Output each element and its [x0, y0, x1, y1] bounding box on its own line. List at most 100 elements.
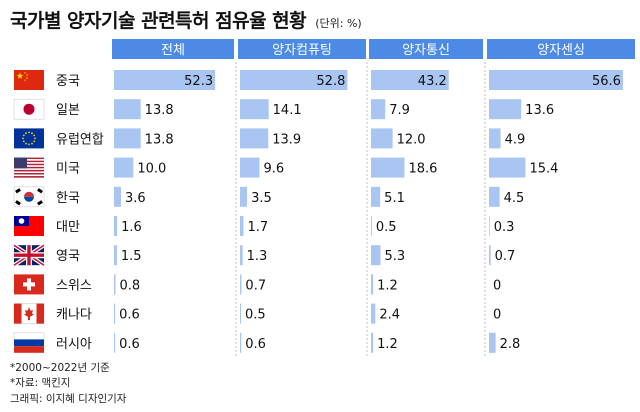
data-label: 0.6 — [119, 337, 140, 352]
bar — [371, 303, 376, 324]
usa-flag-icon — [14, 157, 44, 178]
data-label: 3.6 — [125, 191, 146, 206]
column-header-label: 양자통신 — [402, 43, 450, 58]
column-header-bg — [112, 39, 234, 59]
data-label: 1.6 — [121, 220, 142, 235]
data-label: 13.6 — [525, 103, 554, 118]
bar — [240, 128, 269, 149]
column-header-bg — [238, 39, 366, 59]
taiwan-flag-icon — [14, 216, 44, 236]
bar — [240, 303, 242, 324]
unit-label: (단위: %) — [315, 17, 362, 30]
data-label: 56.6 — [592, 74, 621, 89]
uk-flag-icon — [12, 243, 46, 267]
country-label: 일본 — [56, 103, 80, 118]
column-header-label: 양자컴퓨팅 — [272, 43, 332, 58]
bar — [371, 128, 393, 149]
data-label: 9.6 — [264, 162, 285, 177]
data-label: 2.4 — [379, 308, 400, 323]
bar — [240, 216, 244, 236]
bar — [240, 274, 242, 295]
china-flag-icon — [14, 70, 44, 90]
data-label: 1.7 — [247, 220, 268, 235]
bar — [114, 128, 141, 149]
data-label: 0 — [493, 278, 501, 293]
chart-title: 국가별 양자기술 관련특허 점유율 현황 — [10, 10, 307, 32]
bar — [489, 186, 500, 207]
data-label: 0.7 — [495, 249, 516, 264]
data-label: 10.0 — [137, 162, 166, 177]
bar — [114, 332, 116, 353]
data-label: 5.1 — [384, 191, 405, 206]
country-label: 캐나다 — [56, 308, 92, 323]
bar — [371, 245, 381, 266]
column-header-label: 전체 — [161, 43, 185, 58]
country-label: 한국 — [56, 191, 80, 206]
column-header-label: 양자센싱 — [537, 43, 585, 58]
bar — [371, 186, 381, 207]
data-label: 1.5 — [121, 249, 142, 264]
data-label: 13.9 — [272, 132, 301, 147]
bar — [114, 157, 134, 178]
country-label: 미국 — [56, 162, 80, 177]
country-label: 대만 — [56, 220, 80, 235]
eu-flag-icon — [14, 128, 44, 149]
canada-flag-icon — [13, 303, 45, 324]
bar — [371, 274, 374, 295]
data-label: 0.3 — [494, 220, 515, 235]
data-label: 13.8 — [145, 103, 174, 118]
bar — [489, 70, 623, 90]
bar — [114, 70, 216, 90]
country-label: 러시아 — [56, 337, 92, 352]
data-label: 0.6 — [119, 308, 140, 323]
data-label: 4.9 — [505, 132, 526, 147]
data-label: 12.0 — [397, 132, 426, 147]
bar — [114, 303, 116, 324]
korea-flag-icon — [13, 186, 45, 208]
russia-flag-icon — [13, 332, 45, 353]
data-label: 43.2 — [418, 74, 447, 89]
data-label: 1.3 — [247, 249, 268, 264]
bar — [240, 245, 243, 266]
data-label: 0.8 — [120, 278, 141, 293]
bar — [114, 245, 117, 266]
data-label: 0.6 — [245, 337, 266, 352]
bar — [240, 332, 242, 353]
data-label: 4.5 — [504, 191, 525, 206]
bar — [114, 274, 116, 295]
bar — [240, 99, 269, 120]
country-label: 중국 — [56, 74, 80, 89]
data-label: 0.7 — [245, 278, 266, 293]
bar — [371, 99, 386, 120]
data-label: 1.2 — [377, 278, 398, 293]
bar — [489, 157, 526, 178]
data-label: 1.2 — [377, 337, 398, 352]
data-label: 0 — [493, 308, 501, 323]
data-label: 0.5 — [245, 308, 266, 323]
bar — [240, 186, 248, 207]
bar — [114, 186, 121, 207]
data-label: 7.9 — [389, 103, 410, 118]
data-label: 14.1 — [273, 103, 302, 118]
bar — [489, 128, 501, 149]
bar — [489, 216, 490, 236]
data-label: 52.8 — [316, 74, 345, 89]
bar — [489, 245, 491, 266]
country-label: 영국 — [56, 249, 80, 264]
data-label: 18.6 — [408, 162, 437, 177]
footnote-credit: 그래픽: 이지혜 디자인기자 — [10, 393, 127, 405]
japan-flag-icon — [13, 98, 45, 120]
bar — [240, 157, 260, 178]
data-label: 52.3 — [184, 74, 213, 89]
country-label: 스위스 — [56, 278, 92, 293]
data-label: 3.5 — [251, 191, 272, 206]
bar — [114, 216, 118, 236]
title-block: 국가별 양자기술 관련특허 점유율 현황 (단위: %) — [10, 6, 362, 33]
bar — [489, 332, 496, 353]
bar — [114, 99, 141, 120]
country-label: 유럽연합 — [56, 132, 104, 147]
data-label: 0.5 — [376, 220, 397, 235]
footnote-period: *2000~2022년 기준 — [10, 362, 110, 374]
bar — [371, 70, 449, 90]
